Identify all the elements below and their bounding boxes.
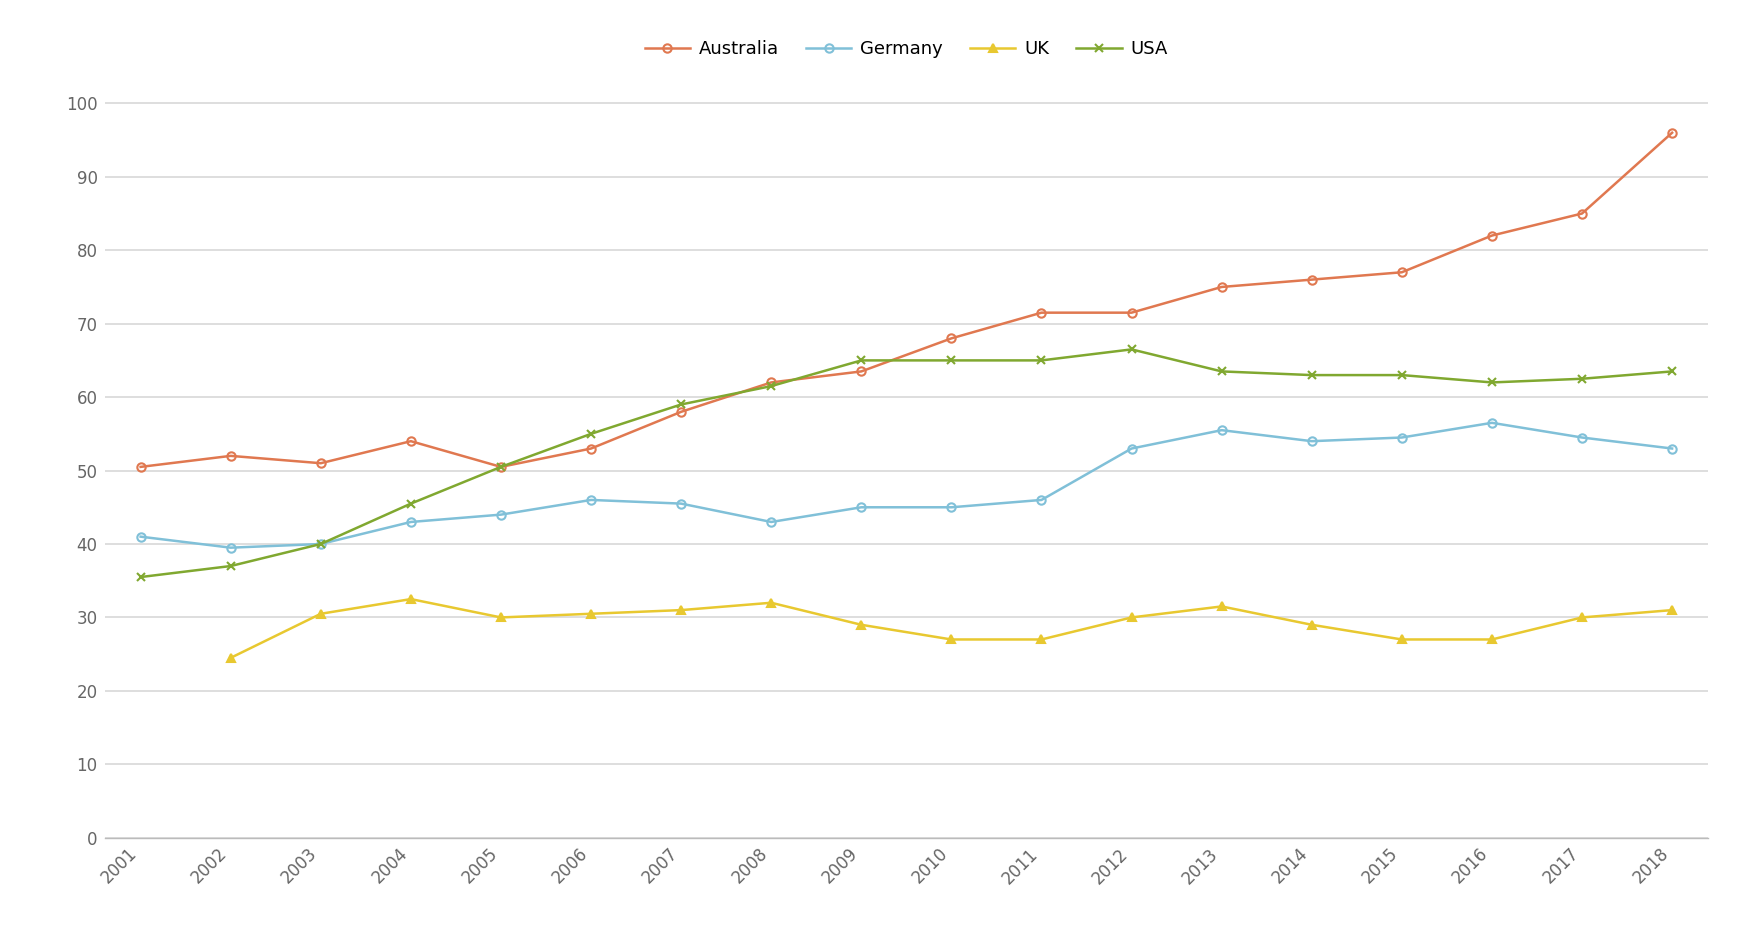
Legend: Australia, Germany, UK, USA: Australia, Germany, UK, USA bbox=[638, 33, 1175, 66]
